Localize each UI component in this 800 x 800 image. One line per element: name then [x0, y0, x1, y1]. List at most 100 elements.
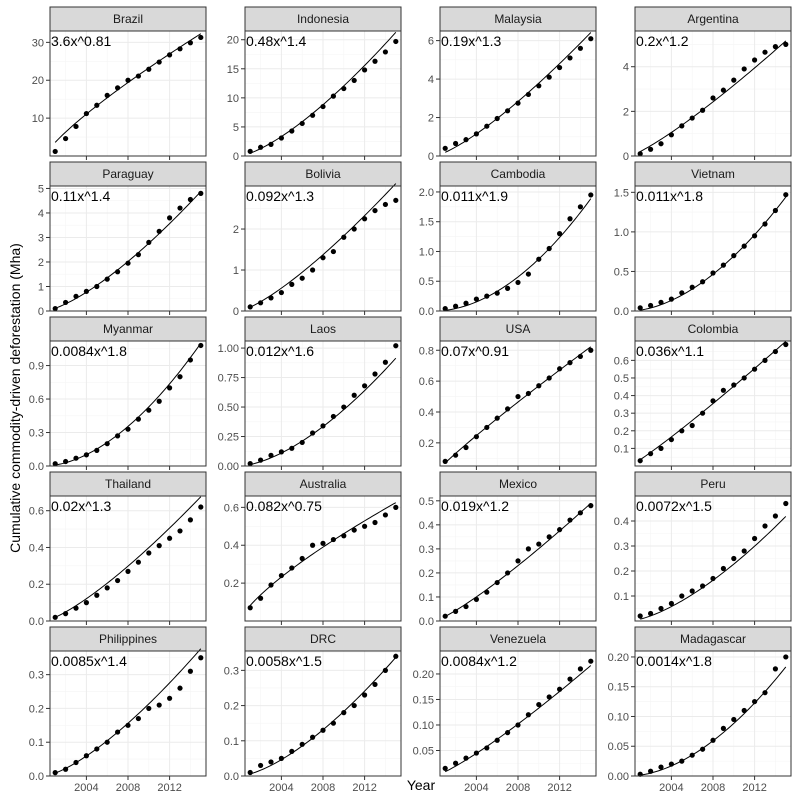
y-tick-label: 0.2	[29, 703, 44, 715]
strip-label: USA	[506, 322, 531, 336]
y-tick-label: 0.1	[419, 592, 434, 604]
y-tick-label: 0	[623, 151, 629, 163]
data-point	[258, 762, 264, 769]
data-point	[546, 245, 552, 252]
strip-label: Venezuela	[490, 632, 546, 646]
y-tick-label: 5	[233, 122, 239, 134]
data-point	[135, 252, 141, 258]
y-tick-label: 2	[233, 224, 239, 236]
data-point	[567, 517, 573, 523]
data-point	[125, 260, 131, 266]
data-point	[505, 730, 511, 736]
data-point	[648, 302, 654, 309]
strip-header	[49, 161, 207, 187]
panel-border	[244, 340, 402, 467]
data-point	[525, 271, 532, 277]
data-point	[63, 135, 69, 142]
data-point	[772, 44, 779, 50]
data-point	[658, 141, 664, 147]
strip-header	[634, 316, 792, 342]
panel-peru: Peru2004200820120.10.20.30.40.0072x^1.5	[614, 471, 792, 639]
data-point	[135, 73, 141, 79]
y-tick-label: 0.1	[614, 591, 629, 603]
data-point	[278, 135, 284, 141]
x-tick-label: 2008	[311, 782, 335, 794]
data-point	[351, 392, 357, 398]
data-point	[177, 205, 183, 211]
data-point	[700, 410, 706, 416]
y-tick-label: 0.6	[224, 502, 239, 514]
data-point	[557, 527, 563, 533]
data-point	[679, 593, 685, 599]
equation-label: 0.011x^1.9	[441, 188, 508, 204]
data-point	[156, 59, 162, 65]
data-point	[258, 144, 264, 150]
data-point	[505, 285, 511, 291]
data-point	[783, 500, 789, 507]
data-point	[762, 357, 768, 363]
data-point	[741, 375, 747, 381]
strip-header	[49, 471, 207, 497]
fit-line	[444, 346, 592, 464]
y-tick-label: 0.4	[614, 391, 629, 403]
y-tick-label: 0.2	[419, 568, 434, 580]
data-point	[372, 681, 378, 688]
y-tick-label: 3	[38, 232, 44, 244]
data-point	[658, 445, 664, 451]
y-tick-label: 0.0	[419, 306, 434, 318]
data-point	[187, 40, 193, 46]
data-point	[762, 690, 768, 696]
y-tick-label: 6	[428, 36, 434, 48]
data-point	[393, 343, 399, 349]
panel-venezuela: Venezuela 2004 2008 2012 0.05 0.10 0.15 0.20 0.0…	[413, 626, 597, 794]
data-point	[484, 745, 490, 751]
panels-layer: Brazil2004200820121020303.6x^0.81Indones…	[29, 6, 792, 794]
strip-label: Brazil	[113, 12, 143, 26]
data-point	[94, 102, 100, 108]
data-point	[146, 705, 152, 712]
panel-border	[49, 340, 207, 467]
data-point	[505, 108, 511, 114]
data-point	[125, 568, 131, 574]
strip-label: Vietnam	[691, 167, 735, 181]
data-point	[720, 725, 727, 731]
data-point	[648, 768, 654, 774]
data-point	[94, 447, 100, 453]
y-tick-label: 30	[32, 37, 44, 49]
panel-border	[634, 340, 792, 467]
data-point	[772, 207, 779, 214]
data-point	[772, 348, 779, 355]
data-point	[588, 192, 594, 198]
data-point	[198, 190, 204, 196]
y-tick-label: 0.4	[419, 407, 434, 419]
y-tick-label: 0.1	[224, 736, 239, 748]
y-tick-label: 0.9	[29, 361, 44, 373]
data-point	[473, 750, 479, 756]
data-point	[741, 66, 747, 72]
data-point	[177, 46, 183, 52]
y-tick-label: 0.00	[608, 771, 629, 783]
y-tick-label: 4	[623, 62, 629, 74]
data-point	[52, 614, 58, 620]
data-point	[330, 536, 336, 543]
data-point	[73, 293, 79, 299]
data-point	[125, 722, 131, 728]
y-tick-label: 0.6	[419, 376, 434, 388]
data-point	[372, 519, 378, 526]
data-point	[525, 390, 532, 397]
panel-indonesia: Indonesia200420082012051015200.48x^1.4	[227, 6, 402, 174]
data-point	[557, 686, 563, 692]
data-point	[494, 415, 500, 421]
data-point	[577, 510, 584, 516]
data-point	[463, 755, 469, 761]
data-point	[658, 764, 664, 770]
y-tick-label: 0.2	[224, 701, 239, 713]
data-point	[341, 404, 347, 410]
data-point	[187, 517, 193, 523]
data-point	[731, 382, 737, 388]
data-point	[320, 255, 326, 261]
y-tick-label: 0.2	[419, 438, 434, 450]
fit-line	[639, 340, 787, 461]
data-point	[83, 288, 89, 294]
